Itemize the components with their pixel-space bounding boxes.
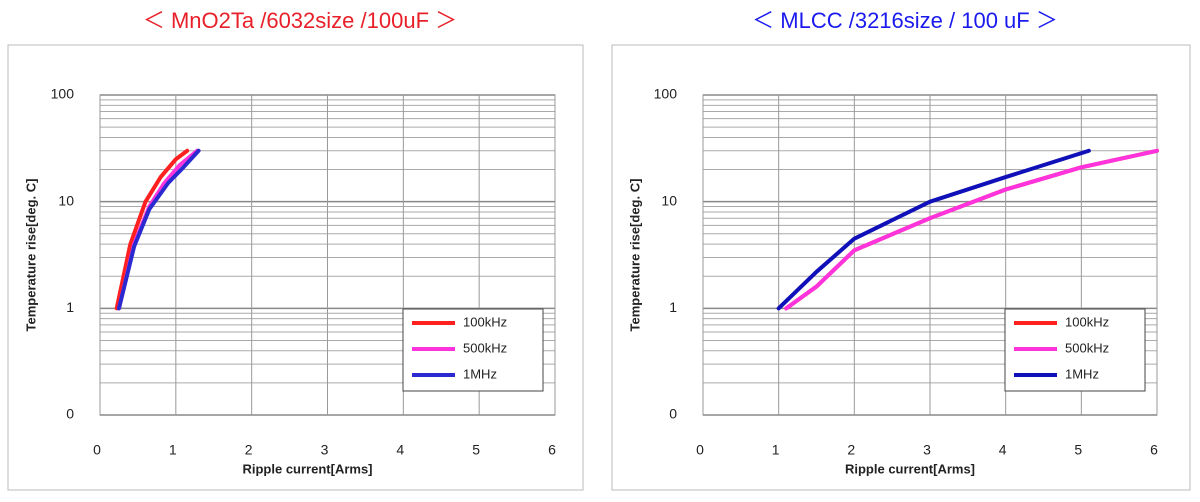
y-tick-label: 0 — [669, 406, 677, 422]
y-tick-label: 100 — [51, 86, 75, 102]
chart-title: ＜ MLCC /3216size / 100 uF ＞ — [752, 8, 1058, 33]
x-tick-label: 5 — [472, 442, 480, 458]
y-tick-label: 100 — [654, 86, 678, 102]
x-tick-label: 3 — [321, 442, 329, 458]
series-line — [116, 148, 201, 311]
x-tick-label: 0 — [696, 442, 704, 458]
chart-title: ＜ MnO2Ta /6032size /100uF ＞ — [143, 8, 457, 33]
legend-label: 100kHz — [1065, 314, 1109, 329]
y-tick-label: 0 — [66, 406, 74, 422]
y-tick-label: 10 — [58, 192, 74, 208]
x-tick-label: 6 — [1150, 442, 1158, 458]
series-line — [114, 148, 190, 311]
legend-label: 500kHz — [463, 340, 507, 355]
x-tick-label: 1 — [169, 442, 177, 458]
y-tick-label: 1 — [66, 299, 74, 315]
legend-label: 500kHz — [1065, 340, 1109, 355]
y-axis-label: Temperature rise[deg. C] — [627, 179, 642, 332]
x-tick-label: 5 — [1074, 442, 1082, 458]
x-tick-label: 1 — [772, 442, 780, 458]
legend-label: 1MHz — [463, 366, 497, 381]
x-tick-label: 4 — [396, 442, 404, 458]
panel-frame — [611, 44, 1191, 491]
x-tick-label: 4 — [999, 442, 1007, 458]
x-tick-label: 6 — [548, 442, 556, 458]
x-tick-label: 2 — [245, 442, 253, 458]
x-axis-label: Ripple current[Arms] — [242, 461, 372, 476]
legend-label: 1MHz — [1065, 366, 1099, 381]
x-tick-label: 3 — [923, 442, 931, 458]
y-tick-label: 1 — [669, 299, 677, 315]
series-line — [784, 148, 1159, 311]
x-tick-label: 2 — [847, 442, 855, 458]
y-tick-label: 10 — [661, 192, 677, 208]
x-tick-label: 0 — [93, 442, 101, 458]
legend-label: 100kHz — [463, 314, 507, 329]
series-line — [776, 148, 1091, 311]
x-axis-label: Ripple current[Arms] — [845, 461, 975, 476]
y-axis-label: Temperature rise[deg. C] — [23, 179, 38, 332]
panel-frame — [7, 44, 584, 491]
